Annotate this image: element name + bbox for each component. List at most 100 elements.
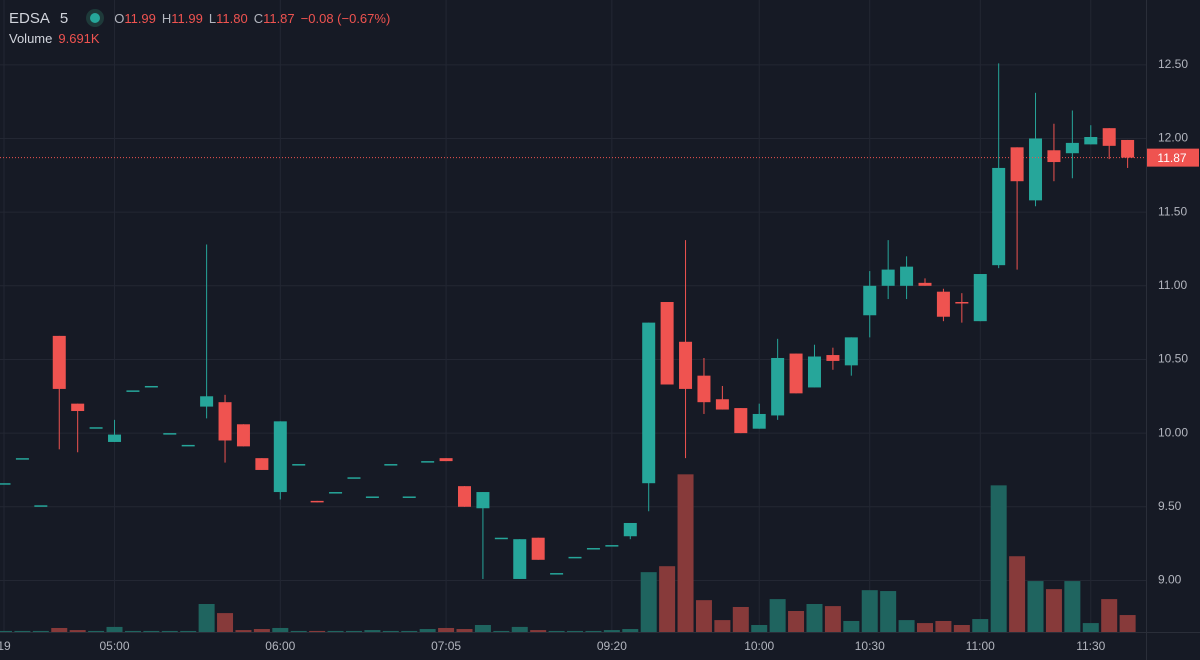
candle-body — [71, 403, 85, 412]
candle-body — [34, 505, 48, 507]
candle-body — [623, 522, 637, 537]
price-axis-bg — [1146, 0, 1200, 660]
volume-bar — [843, 620, 860, 632]
candle-body — [292, 464, 306, 466]
x-tick-label: 06:00 — [265, 639, 295, 653]
volume-bar — [290, 630, 307, 632]
candle-body — [918, 282, 932, 286]
volume-bar — [88, 630, 105, 632]
volume-bar — [235, 630, 252, 632]
candle-body — [771, 357, 785, 416]
volume-bar — [953, 625, 970, 632]
candle-body — [863, 285, 877, 316]
volume-bar — [143, 630, 160, 632]
volume-bar — [438, 627, 455, 632]
volume-bar — [1101, 599, 1118, 632]
candle-body — [881, 269, 895, 286]
volume-bar — [824, 606, 841, 632]
volume-bar — [493, 630, 510, 632]
ohlc-label: L — [208, 10, 217, 26]
volume-bar — [530, 630, 547, 632]
volume-bar — [695, 600, 712, 632]
y-tick-label: 11.50 — [1158, 204, 1187, 218]
candle-body — [660, 302, 674, 385]
volume-bar — [917, 623, 933, 632]
candle-body — [715, 399, 729, 410]
volume-bar — [511, 626, 528, 632]
candle-body — [255, 458, 269, 470]
candle-body — [550, 573, 564, 575]
ohlc-label: C — [253, 10, 264, 26]
ohlc-label: O — [114, 10, 125, 26]
candle-body — [365, 496, 379, 498]
candle-body — [421, 461, 435, 463]
volume-bar — [180, 630, 197, 632]
volume-bar — [548, 630, 565, 632]
volume-bar — [751, 625, 768, 632]
candle-body — [236, 424, 250, 447]
candle-body — [973, 274, 987, 322]
candle-body — [1102, 128, 1116, 146]
volume-bar — [382, 630, 399, 632]
price-label: 11.87 — [1157, 151, 1186, 165]
candle-body — [310, 500, 324, 503]
ohlc-value: 11.80 — [216, 10, 248, 26]
volume-row: Volume 9.691K — [9, 28, 390, 48]
volume-bar — [309, 630, 326, 632]
volume-bar — [0, 630, 12, 632]
volume-bar — [640, 572, 657, 632]
candle-body — [1010, 147, 1024, 182]
volume-bar — [14, 630, 31, 632]
candle-body — [1047, 150, 1061, 163]
x-tick-label: 05:00 — [100, 639, 130, 653]
candle-body — [52, 335, 66, 389]
volume-bar — [106, 626, 123, 632]
candle-body — [605, 545, 619, 547]
price-label-bg — [1147, 148, 1199, 167]
volume-bar — [217, 613, 234, 632]
x-tick-label: 10:00 — [744, 639, 774, 653]
candle-body — [826, 355, 840, 361]
candle-body — [0, 483, 11, 485]
volume-bar — [1045, 589, 1062, 632]
candle-body — [439, 458, 453, 462]
candle-body — [513, 539, 527, 579]
volume-bar — [880, 591, 897, 632]
volume-bar — [456, 629, 473, 632]
volume-bar — [1009, 556, 1026, 632]
candle-body — [568, 556, 582, 559]
change: −0.08 (−0.67%) — [300, 10, 391, 26]
volume-bar — [769, 599, 786, 632]
volume-bar — [990, 485, 1007, 632]
legend-header: EDSA 5 O 11.99 H 11.99 L 11.80 C 11.87 −0.08… — [9, 8, 390, 48]
candle-body — [936, 291, 950, 317]
volume-bar — [474, 625, 491, 632]
candle-body — [163, 433, 177, 435]
candle-body — [494, 537, 508, 540]
volume-bar — [898, 620, 915, 632]
candle-body — [89, 427, 103, 429]
candle-body — [900, 266, 914, 286]
volume-bar — [732, 606, 749, 632]
candle-body — [108, 434, 122, 442]
volume-bar — [32, 630, 49, 632]
candle-body — [697, 375, 711, 403]
x-tick-label: 07:05 — [431, 639, 461, 653]
y-tick-label: 12.50 — [1158, 57, 1188, 71]
candle-body — [144, 385, 158, 388]
candle-body — [531, 537, 545, 560]
ohlc-value: 11.99 — [171, 10, 203, 26]
candle-body — [458, 486, 471, 507]
candle-body — [402, 496, 416, 498]
volume-bar — [677, 474, 694, 632]
candle-body — [586, 548, 600, 550]
volume-label: Volume — [9, 30, 53, 46]
volume-bar — [1027, 581, 1044, 632]
volume-bar — [124, 630, 141, 632]
volume-bar — [345, 630, 362, 632]
candle-body — [126, 390, 140, 392]
volume-bar — [622, 629, 639, 632]
candle-body — [476, 492, 490, 509]
